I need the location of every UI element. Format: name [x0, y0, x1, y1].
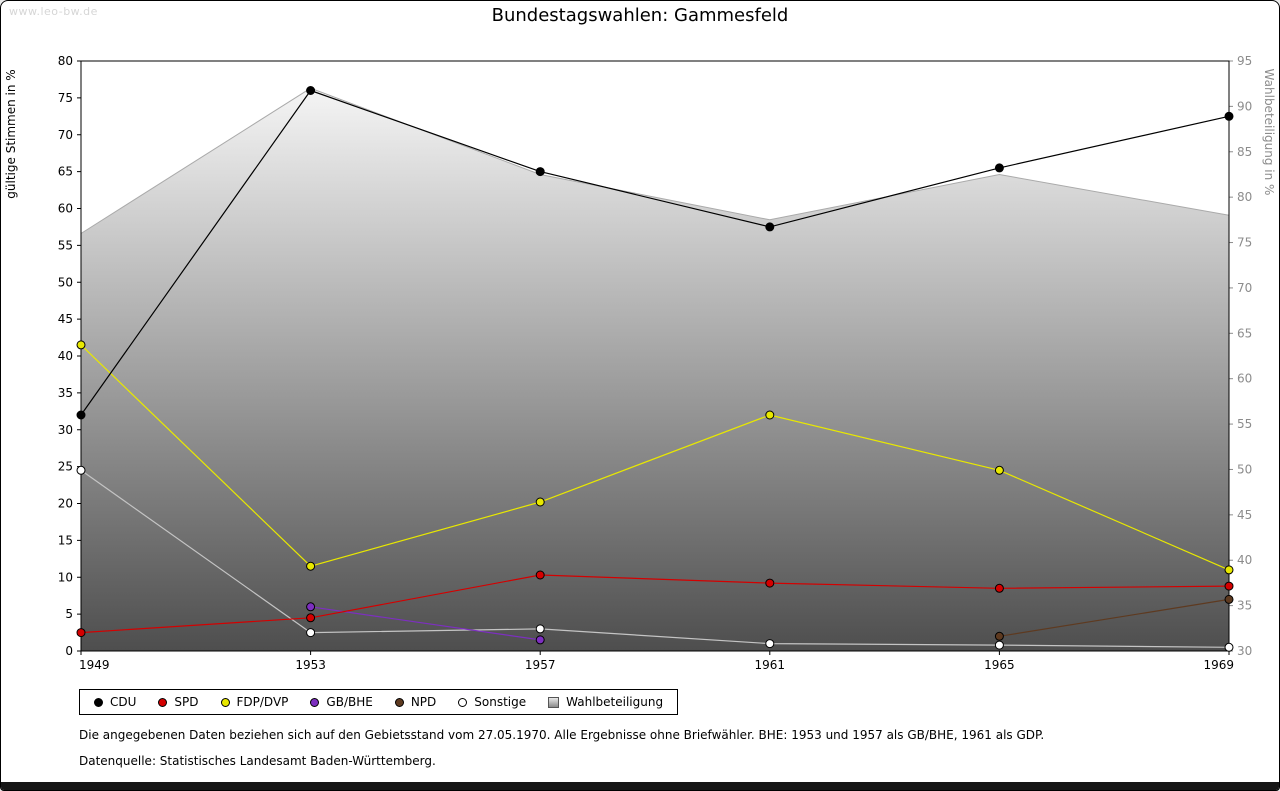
svg-text:40: 40	[58, 349, 73, 363]
bottom-edge	[1, 782, 1279, 790]
legend-label: SPD	[174, 695, 199, 709]
svg-text:gültige Stimmen in %: gültige Stimmen in %	[4, 69, 18, 198]
legend: CDU SPD FDP/DVP GB/BHE NPD Sonstige Wahlbeteil…	[79, 689, 679, 715]
svg-text:Wahlbeteiligung in %: Wahlbeteiligung in %	[1262, 69, 1276, 196]
legend-item-wahlbeteiligung: Wahlbeteiligung	[548, 695, 663, 709]
x-axis: 1949 1953 1957 1961 1965 1969	[79, 651, 1234, 672]
legend-marker-spd	[158, 697, 168, 707]
series-npd	[999, 598, 1230, 637]
election-chart: 0 5 10 15 20 25 30 35 40 45 50 55 60 65 70 75 80 gültige …	[1, 1, 1279, 681]
legend-label: CDU	[110, 695, 137, 709]
svg-text:5: 5	[65, 607, 73, 621]
chart-title: Bundestagswahlen: Gammesfeld	[491, 5, 789, 26]
series-spd	[80, 574, 1230, 634]
plot-border	[80, 60, 1230, 652]
svg-text:30: 30	[1237, 644, 1252, 658]
svg-text:85: 85	[1237, 145, 1252, 159]
legend-label: Wahlbeteiligung	[566, 695, 664, 709]
svg-text:60: 60	[58, 202, 73, 216]
markers-fdp-dvp	[76, 340, 1234, 575]
svg-text:25: 25	[58, 460, 73, 474]
markers-spd	[76, 570, 1234, 638]
svg-text:35: 35	[1237, 599, 1252, 613]
footnote-source: Datenquelle: Statistisches Landesamt Bad…	[79, 754, 436, 768]
svg-text:65: 65	[58, 165, 73, 179]
svg-text:80: 80	[58, 54, 73, 68]
svg-text:40: 40	[1237, 553, 1252, 567]
legend-marker-sonstige	[458, 697, 468, 707]
svg-text:1961: 1961	[755, 658, 786, 672]
markers-gb-bhe	[306, 602, 545, 645]
chart-svg: 0 5 10 15 20 25 30 35 40 45 50 55 60 65 70 75 80 gültige …	[4, 54, 1276, 672]
legend-item-sonstige: Sonstige	[458, 695, 526, 709]
svg-text:10: 10	[58, 570, 73, 584]
svg-text:75: 75	[58, 91, 73, 105]
svg-text:45: 45	[1237, 508, 1252, 522]
svg-text:1969: 1969	[1203, 658, 1234, 672]
legend-marker-npd	[394, 697, 404, 707]
turnout-area	[81, 88, 1229, 651]
legend-item-npd: NPD	[394, 695, 437, 709]
svg-text:50: 50	[1237, 463, 1252, 477]
legend-item-gb-bhe: GB/BHE	[310, 695, 373, 709]
svg-text:55: 55	[1237, 417, 1252, 431]
svg-text:1953: 1953	[295, 658, 326, 672]
svg-text:75: 75	[1237, 236, 1252, 250]
svg-text:1957: 1957	[525, 658, 556, 672]
svg-text:45: 45	[58, 312, 73, 326]
svg-text:70: 70	[1237, 281, 1252, 295]
svg-text:15: 15	[58, 533, 73, 547]
svg-text:1965: 1965	[984, 658, 1015, 672]
markers-sonstige	[76, 465, 1234, 652]
legend-marker-cdu	[94, 697, 103, 707]
series-cdu	[80, 89, 1230, 416]
svg-text:20: 20	[58, 497, 73, 511]
markers-npd	[994, 594, 1234, 641]
legend-label: GB/BHE	[326, 695, 373, 709]
legend-item-cdu: CDU	[94, 695, 136, 709]
legend-label: NPD	[410, 695, 437, 709]
legend-marker-wahlbeteiligung	[548, 696, 560, 708]
legend-label: FDP/DVP	[236, 695, 289, 709]
legend-marker-fdp-dvp	[220, 697, 230, 707]
svg-text:55: 55	[58, 238, 73, 252]
svg-text:90: 90	[1237, 99, 1252, 113]
svg-text:0: 0	[65, 644, 73, 658]
svg-text:35: 35	[58, 386, 73, 400]
site-watermark: www.leo-bw.de	[9, 5, 98, 18]
svg-text:50: 50	[58, 275, 73, 289]
legend-label: Sonstige	[474, 695, 527, 709]
svg-text:95: 95	[1237, 54, 1252, 68]
legend-marker-gb-bhe	[310, 697, 320, 707]
markers-cdu	[76, 86, 1234, 420]
left-axis: 0 5 10 15 20 25 30 35 40 45 50 55 60 65 70 75 80 gültige …	[4, 54, 81, 658]
svg-text:70: 70	[58, 128, 73, 142]
legend-item-fdp-dvp: FDP/DVP	[220, 695, 289, 709]
series-gb-bhe	[310, 606, 541, 641]
series-wahlbeteiligung	[80, 87, 1230, 651]
svg-text:65: 65	[1237, 326, 1252, 340]
legend-item-spd: SPD	[158, 695, 199, 709]
svg-text:1949: 1949	[79, 658, 110, 672]
svg-text:30: 30	[58, 423, 73, 437]
footnote-geography: Die angegebenen Daten beziehen sich auf …	[79, 728, 1045, 742]
right-axis: 30 35 40 45 50 55 60 65 70 75 80 85 90 95 Wahlbeteilig…	[1229, 54, 1276, 658]
turnout-line	[80, 87, 1230, 234]
svg-text:60: 60	[1237, 372, 1252, 386]
series-sonstige	[80, 469, 1230, 648]
svg-text:80: 80	[1237, 190, 1252, 204]
series-fdp-dvp	[80, 344, 1230, 571]
